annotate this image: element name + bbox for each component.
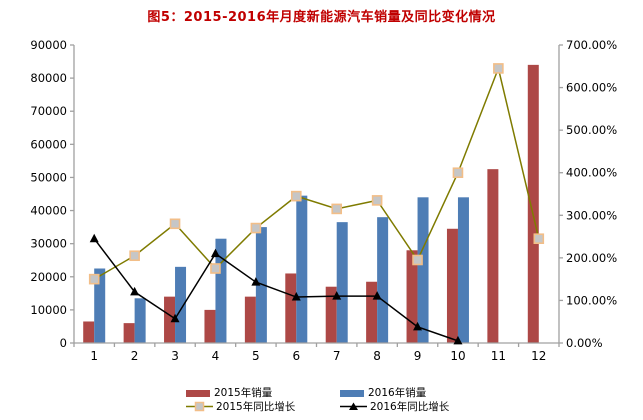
svg-text:2: 2 (131, 349, 139, 363)
svg-text:3: 3 (171, 349, 179, 363)
svg-text:400.00%: 400.00% (566, 166, 617, 180)
svg-text:8: 8 (373, 349, 381, 363)
marker-square-icon (250, 222, 262, 234)
svg-text:70000: 70000 (30, 104, 67, 118)
marker-square-icon (169, 218, 181, 230)
svg-text:80000: 80000 (30, 71, 67, 85)
svg-text:300.00%: 300.00% (566, 208, 617, 222)
marker-square-icon (371, 195, 383, 206)
marker-triangle-icon (170, 313, 180, 323)
svg-text:200.00%: 200.00% (566, 251, 617, 265)
marker-square-icon (493, 63, 504, 74)
svg-text:12: 12 (531, 349, 546, 363)
legend-item-2016-sales: 2016年销量 (340, 388, 426, 398)
left-axis-labels: 0 10000 20000 30000 40000 50000 60000 70000 8000… (30, 38, 67, 350)
legend-swatch-2015-yoy-icon (186, 401, 213, 412)
svg-text:60000: 60000 (30, 137, 67, 151)
legend-swatch-2015-sales-icon (186, 389, 210, 397)
svg-text:90000: 90000 (30, 38, 67, 52)
marker-triangle-icon (413, 321, 423, 331)
line-2015-yoy (88, 63, 545, 285)
marker-triangle-icon (332, 291, 342, 300)
marker-square-icon (533, 233, 545, 244)
marker-square-icon (129, 250, 140, 262)
legend-label-2015-yoy: 2015年同比增长 (216, 400, 296, 413)
svg-text:7: 7 (333, 349, 341, 363)
marker-triangle-icon (130, 286, 140, 296)
marker-square-icon (412, 254, 423, 266)
right-axis-labels: 0.00% 100.00% 200.00% 300.00% 400.00% 500.00%… (566, 38, 617, 350)
svg-text:50000: 50000 (30, 170, 67, 184)
legend-item-2015-yoy: 2015年同比增长 (186, 401, 295, 412)
svg-text:700.00%: 700.00% (566, 38, 617, 52)
svg-text:10000: 10000 (30, 303, 67, 317)
marker-triangle-icon (291, 292, 301, 301)
marker-triangle-icon (453, 335, 463, 345)
legend-item-2015-sales: 2015年销量 (186, 388, 272, 398)
legend-item-2016-yoy: 2016年同比增长 (340, 401, 449, 412)
marker-triangle-icon (89, 233, 99, 243)
marker-square-icon (210, 263, 221, 274)
legend-swatch-2016-yoy-icon (340, 402, 367, 410)
marker-triangle-icon (210, 248, 220, 258)
svg-text:9: 9 (414, 349, 422, 363)
chart-title: 图5：2015-2016年月度新能源汽车销量及同比变化情况 (147, 10, 496, 25)
svg-text:40000: 40000 (30, 204, 67, 218)
legend-label-2016-sales: 2016年销量 (368, 387, 427, 399)
svg-text:500.00%: 500.00% (566, 123, 617, 137)
marker-triangle-icon (251, 277, 261, 286)
marker-square-icon (88, 273, 100, 285)
marker-square-icon (331, 203, 343, 215)
marker-triangle-icon (372, 291, 382, 300)
svg-text:30000: 30000 (30, 237, 67, 251)
legend-swatch-2016-sales-icon (340, 389, 364, 397)
line-2016-yoy (89, 233, 463, 345)
chart-canvas: 0 10000 20000 30000 40000 50000 60000 70000 8000… (30, 38, 617, 363)
marker-square-icon (290, 190, 302, 202)
bars-2016 (94, 195, 469, 343)
svg-text:100.00%: 100.00% (566, 293, 617, 307)
axes (70, 44, 563, 347)
svg-text:5: 5 (252, 349, 260, 363)
svg-text:1: 1 (90, 349, 98, 363)
svg-text:6: 6 (292, 349, 300, 363)
x-axis-labels: 1 2 3 4 5 6 7 8 9 10 11 12 (90, 349, 546, 363)
svg-text:10: 10 (450, 349, 465, 363)
bars-2015 (83, 64, 539, 343)
svg-text:11: 11 (491, 349, 506, 363)
legend-label-2016-yoy: 2016年同比增长 (370, 400, 450, 413)
svg-text:600.00%: 600.00% (566, 81, 617, 95)
legend-label-2015-sales: 2015年销量 (214, 387, 273, 399)
svg-text:0.00%: 0.00% (566, 336, 603, 350)
marker-square-icon (452, 167, 464, 179)
svg-text:0: 0 (60, 336, 67, 350)
svg-text:20000: 20000 (30, 270, 67, 284)
svg-text:4: 4 (212, 349, 220, 363)
